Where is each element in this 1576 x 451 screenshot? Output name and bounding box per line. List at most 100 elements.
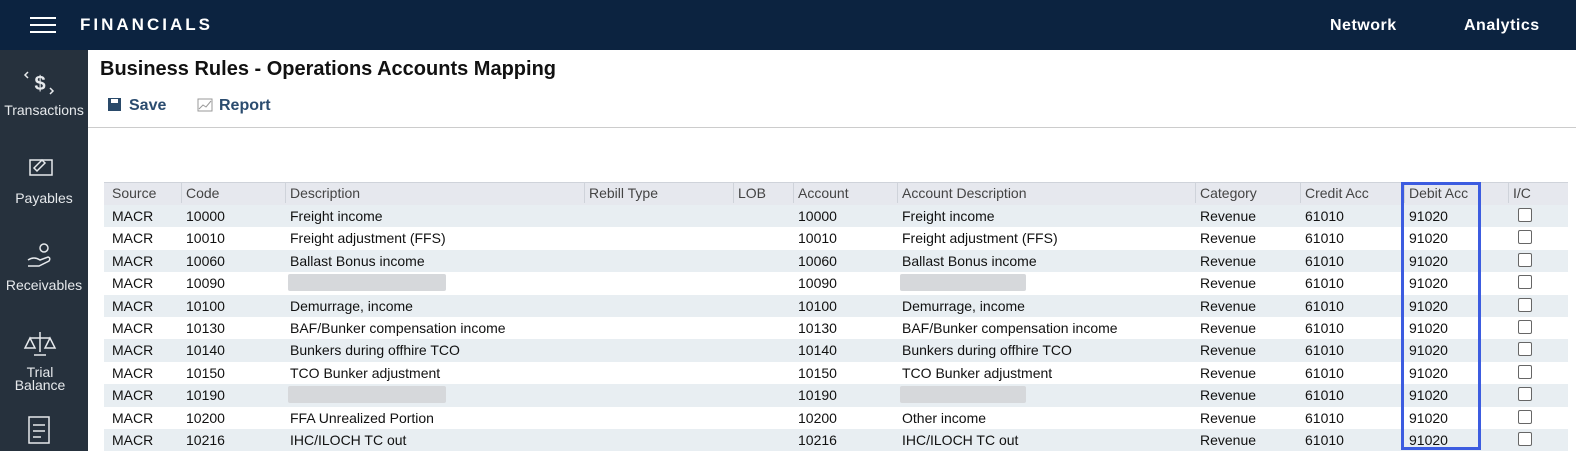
column-header[interactable]: LOB [738, 185, 767, 201]
column-header[interactable]: Credit Acc [1305, 185, 1369, 201]
checkbox[interactable] [1518, 364, 1532, 379]
redacted-cell [288, 386, 446, 404]
sidebar-item[interactable]: Receivables [5, 277, 83, 293]
table-cell: 10200 [186, 409, 225, 426]
table-cell: BAF/Bunker compensation income [290, 320, 506, 336]
table-cell: Freight adjustment (FFS) [902, 230, 1058, 247]
app-title: FINANCIALS [80, 15, 213, 34]
table-cell: 10060 [798, 252, 837, 269]
table-cell: 61010 [1305, 364, 1344, 381]
divider [88, 127, 1576, 128]
checkbox[interactable] [1518, 320, 1532, 334]
column-header[interactable]: Description [290, 185, 361, 201]
table-cell: 10216 [798, 432, 837, 448]
column-header[interactable]: Code [186, 185, 220, 201]
sidebar-item[interactable]: Transactions [4, 102, 84, 118]
report-button[interactable]: Report [219, 97, 271, 114]
table-cell: 91020 [1409, 297, 1448, 314]
column-header[interactable]: Account [798, 185, 849, 201]
table-cell: Freight income [290, 208, 383, 224]
table-cell: 91020 [1409, 252, 1448, 269]
table-cell: 61010 [1305, 387, 1344, 404]
table-cell: TCO Bunker adjustment [902, 364, 1053, 381]
table-cell: Revenue [1200, 409, 1257, 426]
nav-link[interactable]: Network [1330, 17, 1397, 34]
table-cell: MACR [112, 320, 154, 336]
table-cell: 10010 [798, 230, 837, 247]
table-cell: Revenue [1200, 208, 1257, 224]
table-cell: MACR [112, 432, 154, 448]
table-row [104, 317, 1568, 340]
table-cell: 10216 [186, 432, 225, 448]
table-cell: 10090 [798, 275, 837, 292]
sidebar: $ Transactions Payables Receivables Tria… [0, 50, 88, 451]
table-cell: 10100 [798, 297, 837, 314]
table-row [104, 205, 1568, 228]
column-separator [733, 183, 734, 203]
table-cell: 10000 [798, 208, 837, 224]
column-separator [1195, 183, 1196, 203]
table-cell: 10090 [186, 275, 225, 292]
sidebar-item[interactable]: Trial Balance [14, 364, 66, 393]
table-cell: Ballast Bonus income [290, 252, 425, 269]
table-cell: 10140 [798, 342, 837, 359]
table-row [104, 227, 1568, 250]
table-cell: 61010 [1305, 275, 1344, 292]
checkbox[interactable] [1518, 297, 1532, 312]
checkbox[interactable] [1518, 432, 1532, 446]
checkbox[interactable] [1518, 275, 1532, 290]
table-cell: Freight income [902, 208, 995, 224]
column-header[interactable]: Account Description [902, 185, 1027, 201]
checkbox[interactable] [1518, 252, 1532, 267]
table-cell: Revenue [1200, 364, 1257, 381]
table-cell: 61010 [1305, 297, 1344, 314]
column-header[interactable]: Source [112, 185, 157, 201]
table-cell: IHC/ILOCH TC out [902, 432, 1019, 448]
table-cell: 61010 [1305, 409, 1344, 426]
table-cell: 61010 [1305, 432, 1344, 448]
column-header[interactable]: I/C [1513, 185, 1531, 201]
sidebar-item[interactable]: Payables [15, 190, 73, 206]
column-header[interactable]: Debit Acc [1409, 185, 1469, 201]
table-cell: 91020 [1409, 364, 1448, 381]
table-cell: 10000 [186, 208, 225, 224]
table-cell: Demurrage, income [290, 297, 413, 314]
table-cell: Bunkers during offhire TCO [902, 342, 1072, 359]
column-separator [1508, 183, 1509, 203]
save-button[interactable]: Save [129, 97, 167, 114]
menu-button[interactable] [30, 16, 58, 36]
table-row [104, 429, 1568, 451]
table-cell: 91020 [1409, 409, 1448, 426]
column-header[interactable]: Rebill Type [589, 185, 659, 201]
checkbox[interactable] [1518, 387, 1532, 402]
table-cell: Revenue [1200, 342, 1257, 359]
checkbox[interactable] [1518, 409, 1532, 424]
column-header[interactable]: Category [1200, 185, 1257, 201]
table-cell: Revenue [1200, 275, 1257, 292]
table-cell: 10130 [798, 320, 837, 336]
column-separator [584, 183, 585, 203]
table-cell: 91020 [1409, 320, 1448, 336]
table-cell: MACR [112, 252, 154, 269]
table-cell: 10150 [186, 364, 225, 381]
checkbox[interactable] [1518, 230, 1532, 245]
page-title: Business Rules - Operations Accounts Map… [100, 58, 556, 80]
table-cell: Revenue [1200, 230, 1257, 247]
table-row [104, 406, 1568, 429]
table-cell: Revenue [1200, 387, 1257, 404]
table-cell: 10140 [186, 342, 225, 359]
table-cell: Freight adjustment (FFS) [290, 230, 446, 247]
nav-link[interactable]: Analytics [1464, 17, 1540, 34]
table-cell: Revenue [1200, 432, 1257, 448]
table-cell: 91020 [1409, 342, 1448, 359]
checkbox[interactable] [1518, 208, 1532, 222]
table-cell: MACR [112, 275, 154, 292]
table-row [104, 272, 1568, 295]
table-cell: BAF/Bunker compensation income [902, 320, 1118, 336]
checkbox[interactable] [1518, 342, 1532, 357]
sidebar-icons: $ [23, 71, 57, 444]
table-cell: 61010 [1305, 252, 1344, 269]
table-cell: 10200 [798, 409, 837, 426]
table-cell: MACR [112, 208, 154, 224]
